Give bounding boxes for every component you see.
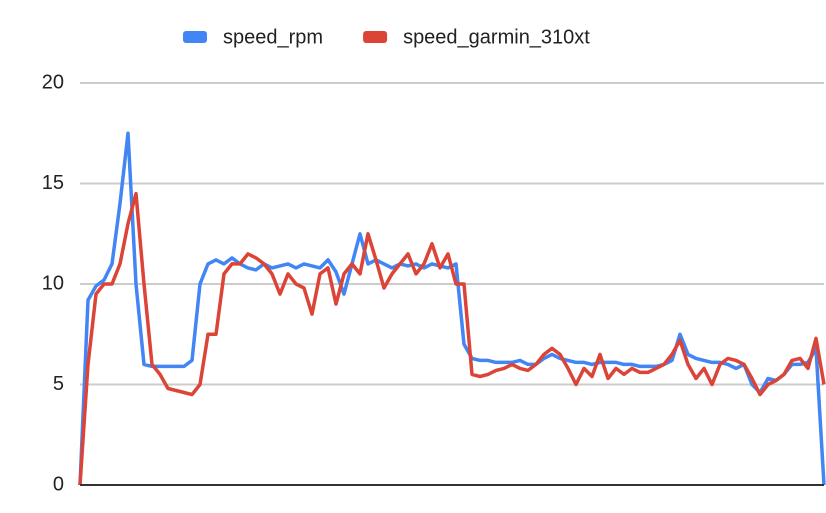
y-tick-label: 15 bbox=[42, 172, 64, 194]
legend-label: speed_garmin_310xt bbox=[403, 26, 590, 48]
series-line bbox=[78, 191, 826, 486]
legend-swatch bbox=[363, 31, 388, 43]
series-line bbox=[78, 131, 826, 486]
legend-label: speed_rpm bbox=[223, 26, 323, 48]
y-tick-label: 5 bbox=[53, 373, 64, 395]
legend-swatch bbox=[183, 31, 207, 43]
y-tick-label: 10 bbox=[42, 272, 64, 294]
y-tick-label: 0 bbox=[53, 473, 64, 495]
y-tick-label: 20 bbox=[42, 71, 64, 93]
